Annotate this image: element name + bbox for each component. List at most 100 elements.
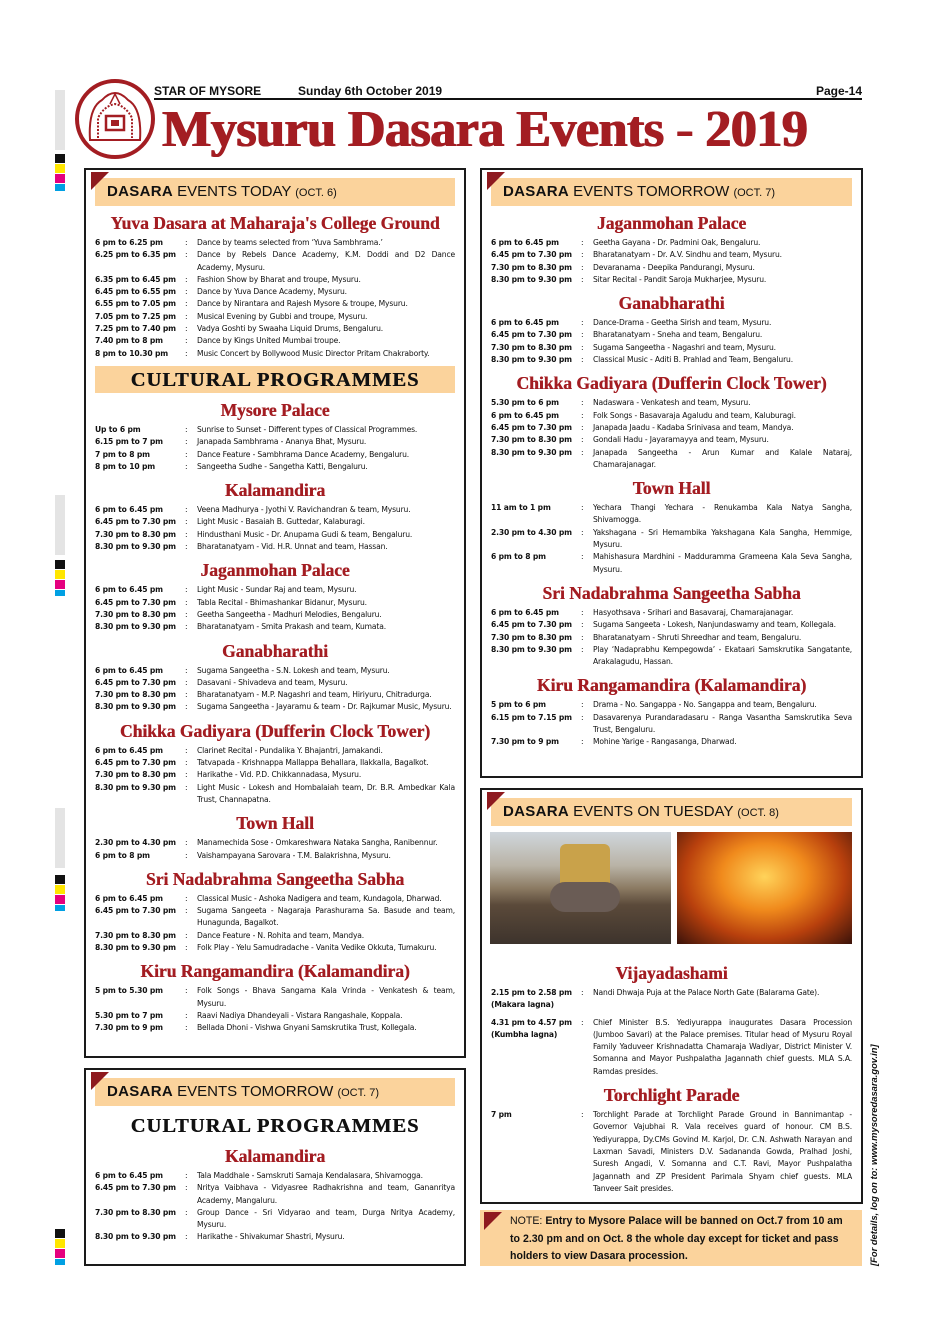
schedule-row: 7.25 pm to 7.40 pm Vadya Goshti by Swaaha… — [95, 323, 455, 335]
schedule-row: 8.30 pm to 9.30 pm Bharatanatyam - Vid. H… — [95, 541, 455, 553]
event-description: Sugama Sangeetha - Jayaramu & team - Dr.… — [197, 702, 452, 712]
separator — [185, 449, 197, 461]
schedule-row: 6.45 pm to 7.30 pm Light Music - Basaiah … — [95, 516, 455, 528]
time-range: 5 pm to 6 pm — [491, 700, 546, 710]
time-range: 2.15 pm to 2.58 pm — [491, 988, 572, 997]
event-time: 7.30 pm to 8.30 pm — [95, 689, 185, 701]
schedule-row: 7.30 pm to 8.30 pm Harikathe - Vid. P.D. … — [95, 769, 455, 781]
registration-strip — [55, 808, 65, 868]
event-time: 6.25 pm to 6.35 pm — [95, 249, 185, 274]
venue-heading: Jaganmohan Palace — [596, 213, 747, 233]
event-time: Up to 6 pm — [95, 424, 185, 436]
separator — [581, 274, 593, 286]
event-time: 7.40 pm to 8 pm — [95, 335, 185, 347]
separator — [185, 237, 197, 249]
schedule-row: 8.30 pm to 9.30 pm Play ‘Nadaprabhu Kempe… — [491, 644, 852, 669]
separator — [185, 584, 197, 596]
time-range: 7.30 pm to 8.30 pm — [491, 342, 572, 352]
schedule-row: 7.30 pm to 8.30 pm Hindusthani Music - Dr… — [95, 529, 455, 541]
event-time: 8.30 pm to 9.30 pm — [491, 354, 581, 366]
event-description: Janapada Sambhrama - Ananya Bhat, Mysuru… — [197, 437, 367, 447]
separator — [185, 905, 197, 930]
event-time: 6.45 pm to 7.30 pm — [491, 249, 581, 261]
registration-strip — [55, 90, 65, 150]
event-description: Nadaswara - Venkatesh and team, Mysuru. — [593, 398, 751, 408]
separator — [185, 942, 197, 954]
separator — [581, 317, 593, 329]
band-date: (OCT. 7) — [337, 1087, 379, 1099]
time-range: 7.30 pm to 8.30 pm — [95, 770, 176, 780]
event-description: Sugama Sangeeta - Nagaraja Parashurama S… — [197, 906, 455, 928]
event-description: Dasavarenya Purandaradasaru - Ranga Vasa… — [593, 712, 852, 735]
time-range: 8.30 pm to 9.30 pm — [95, 782, 176, 792]
schedule-row: 8.30 pm to 9.30 pm Janapada Sangeetha - A… — [491, 447, 852, 472]
schedule-row: 7 pm to 8 pm Dance Feature - Sambhrama Da… — [95, 449, 455, 461]
schedule-row: 7.30 pm to 8.30 pm Group Dance - Sri Vidy… — [95, 1207, 455, 1232]
event-time: 6.45 pm to 7.30 pm — [95, 597, 185, 609]
event-time: 6.45 pm to 7.30 pm — [491, 422, 581, 434]
event-description: Tatvapada - Krishnappa Mallappa Behallar… — [197, 758, 429, 768]
time-range: 6 pm to 8 pm — [95, 850, 150, 860]
band-date: (OCT. 6) — [295, 187, 337, 199]
event-description: Music Concert by Bollywood Music Directo… — [197, 348, 430, 358]
page-number: Page-14 — [815, 84, 862, 98]
event-description: Dance-Drama - Geetha Sirish and team, My… — [593, 318, 772, 328]
venue-heading: Kalamandira — [224, 480, 326, 501]
schedule-row: 6.45 pm to 7.30 pm Sugama Sangeeta - Naga… — [95, 905, 455, 930]
time-range: 6.45 pm to 6.55 pm — [95, 287, 176, 297]
event-description: Devaranama - Deepika Pandurangi, Mysuru. — [593, 262, 755, 272]
separator — [185, 1207, 197, 1232]
event-description: Bharatanatyam - Vid. H.R. Unnat and team… — [197, 542, 388, 552]
event-description: Vaishampayana Sarovara - T.M. Balakrishn… — [197, 850, 391, 860]
separator — [185, 985, 197, 1010]
time-range: 6.45 pm to 7.30 pm — [491, 330, 572, 340]
event-description: Musical Evening by Gubbi and troupe, Mys… — [197, 311, 368, 321]
venue-heading: Kalamandira — [224, 1146, 326, 1166]
schedule-row: 8.30 pm to 9.30 pm Harikathe - Shivakumar… — [95, 1231, 455, 1243]
separator — [581, 249, 593, 261]
schedule-row: 8.30 pm to 9.30 pm Sitar Recital - Pandit… — [491, 274, 852, 286]
event-time: 7.30 pm to 9 pm — [491, 736, 581, 748]
event-time: 7 pm — [491, 1109, 581, 1195]
time-range: 6.45 pm to 7.30 pm — [95, 517, 176, 527]
events-today-header: DASARA EVENTS TODAY (OCT. 6) — [91, 172, 455, 206]
schedule-row: 6.45 pm to 7.30 pm Tatvapada - Krishnappa… — [95, 757, 455, 769]
note-box: NOTE: Entry to Mysore Palace will be ban… — [480, 1210, 862, 1266]
event-time: 11 am to 1 pm — [491, 502, 581, 527]
schedule-row: 6.45 pm to 7.30 pm Bharatanatyam - Dr. A.… — [491, 249, 852, 261]
time-range: 8.30 pm to 9.30 pm — [95, 622, 176, 632]
registration-black — [55, 1229, 65, 1238]
event-time: 7.30 pm to 8.30 pm — [491, 342, 581, 354]
time-range: 6.45 pm to 7.30 pm — [491, 620, 572, 630]
schedule-row: 6.45 pm to 6.55 pm Dance by Yuva Dance Ac… — [95, 286, 455, 298]
event-description: Light Music - Basaiah B. Guttedar, Kalab… — [197, 517, 365, 527]
event-time: 7.30 pm to 8.30 pm — [491, 434, 581, 446]
event-description: Drama - No. Sangappa - No. Sangappa and … — [593, 700, 817, 710]
separator — [581, 422, 593, 434]
separator — [185, 893, 197, 905]
event-time: 2.15 pm to 2.58 pm (Makara lagna) — [491, 987, 581, 1012]
event-description: Tala Maddhale - Samskruti Samaja Kendala… — [197, 1171, 423, 1180]
venue-heading: Ganabharathi — [222, 640, 328, 661]
time-range: 6.45 pm to 7.30 pm — [95, 677, 176, 687]
note-label: NOTE: — [510, 1215, 543, 1227]
event-description: Dance by Kings United Mumbai troupe. — [197, 336, 341, 346]
schedule-row: 6.15 pm to 7 pm Janapada Sambhrama - Anan… — [95, 436, 455, 448]
time-range: 8.30 pm to 9.30 pm — [491, 274, 572, 284]
time-range: 6 pm to 6.45 pm — [95, 893, 163, 903]
venue-heading: Kiru Rangamandira (Kalamandira) — [536, 675, 807, 696]
event-description: Dance by Rebels Dance Academy, K.M. Dodd… — [197, 250, 455, 272]
schedule-row: 7.30 pm to 9 pm Mohine Yarige - Rangasang… — [491, 736, 852, 748]
elephant — [550, 882, 620, 912]
event-description: Bharatanatyam - Smita Prakash and team, … — [197, 622, 387, 632]
event-description: Dance by teams selected from ‘Yuva Sambh… — [197, 238, 383, 247]
event-description: Bharatanatyam - Sneha and team, Bengalur… — [593, 330, 763, 340]
schedule-row: 5.30 pm to 6 pm Nadaswara - Venkatesh and… — [491, 397, 852, 409]
events-tomorrow-header: DASARA EVENTS TOMORROW (OCT. 7) — [487, 172, 852, 206]
schedule-row: 7.30 pm to 8.30 pm Geetha Sangeetha - Mad… — [95, 609, 455, 621]
event-time: 8.30 pm to 9.30 pm — [95, 942, 185, 954]
time-range: 8 pm to 10 pm — [95, 461, 156, 471]
separator — [185, 621, 197, 633]
event-description: Dance Feature - N. Rohita and team, Mand… — [197, 930, 365, 940]
event-description: Janapada Jaadu - Kadaba Srinivasa and te… — [593, 422, 794, 432]
